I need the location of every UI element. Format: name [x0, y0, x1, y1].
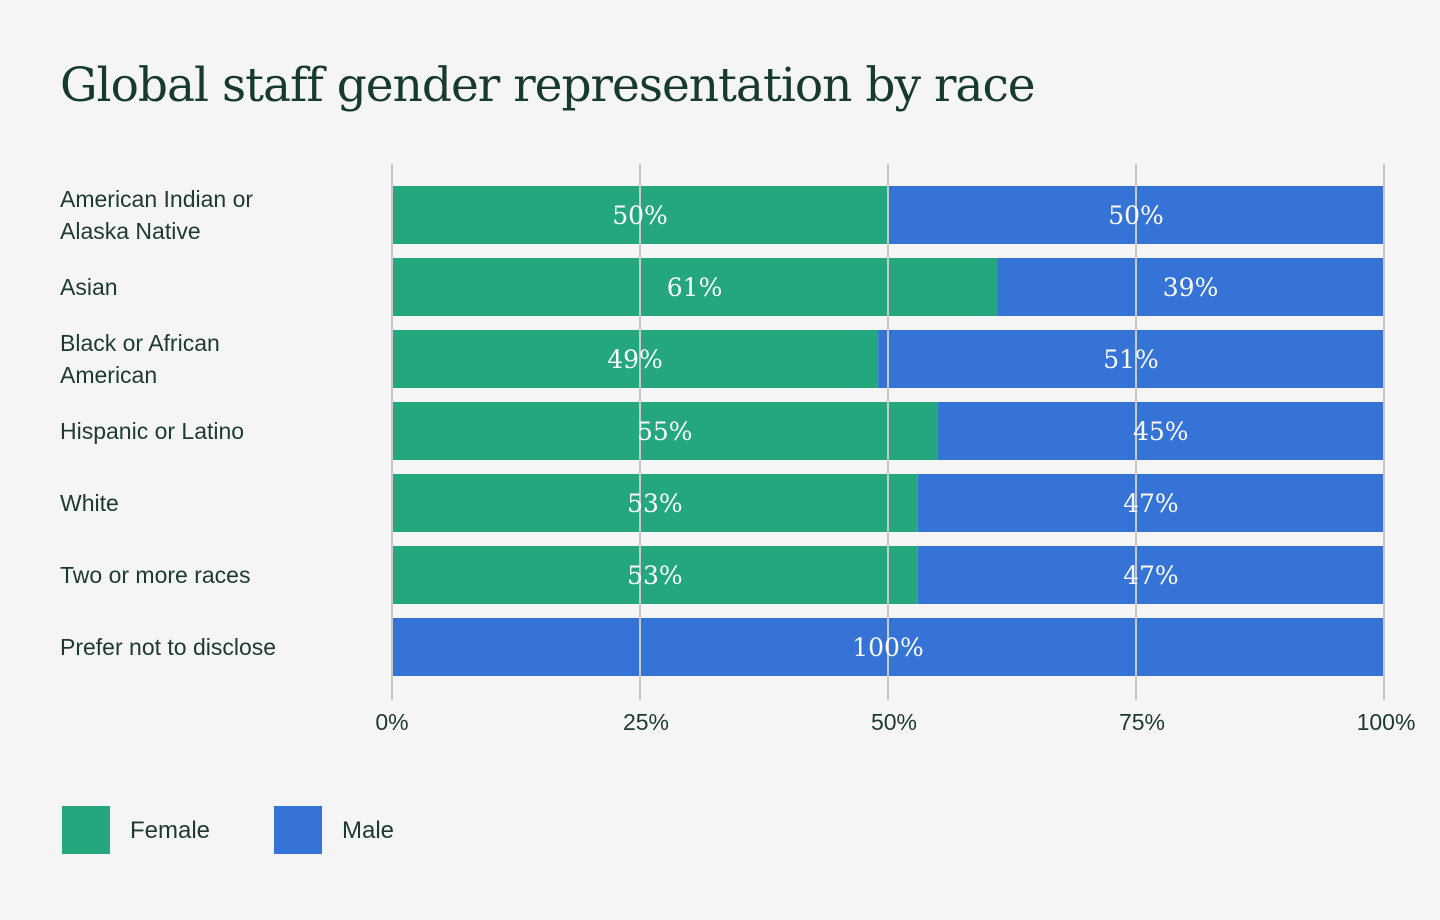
data-label: 47% [1123, 489, 1179, 518]
bar-female [392, 258, 998, 316]
bar-female [392, 546, 918, 604]
data-label: 61% [667, 273, 723, 302]
category-label: American [60, 362, 157, 388]
x-tick-label: 0% [375, 709, 408, 735]
data-label: 45% [1133, 417, 1189, 446]
x-tick-label: 75% [1119, 709, 1165, 735]
data-label: 55% [637, 417, 693, 446]
x-tick-label: 50% [871, 709, 917, 735]
category-label: Black or African [60, 330, 220, 356]
bar-male [878, 330, 1384, 388]
x-tick-label: 100% [1357, 709, 1416, 735]
data-label: 100% [852, 633, 923, 662]
legend-label: Female [130, 817, 210, 844]
data-label: 50% [1108, 201, 1164, 230]
chart-title: Global staff gender representation by ra… [60, 58, 1036, 113]
category-label: Prefer not to disclose [60, 634, 276, 660]
legend-swatch-male [274, 806, 322, 854]
bar-male [997, 258, 1384, 316]
bar-male [917, 546, 1384, 604]
bar-male [917, 474, 1384, 532]
bar-female [392, 330, 879, 388]
legend-label: Male [342, 817, 394, 844]
data-label: 51% [1103, 345, 1159, 374]
category-label: Hispanic or Latino [60, 418, 244, 444]
x-tick-label: 25% [623, 709, 669, 735]
bar-male [937, 402, 1384, 460]
data-label: 53% [627, 561, 683, 590]
legend-swatch-female [62, 806, 110, 854]
category-label: Alaska Native [60, 218, 201, 244]
data-label: 49% [607, 345, 663, 374]
data-label: 53% [627, 489, 683, 518]
bar-female [392, 474, 918, 532]
category-label: Asian [60, 274, 118, 300]
category-label: American Indian or [60, 186, 253, 212]
category-label: Two or more races [60, 562, 250, 588]
bar-female [392, 402, 938, 460]
data-label: 39% [1163, 273, 1219, 302]
data-label: 50% [612, 201, 668, 230]
data-label: 47% [1123, 561, 1179, 590]
category-label: White [60, 490, 119, 516]
